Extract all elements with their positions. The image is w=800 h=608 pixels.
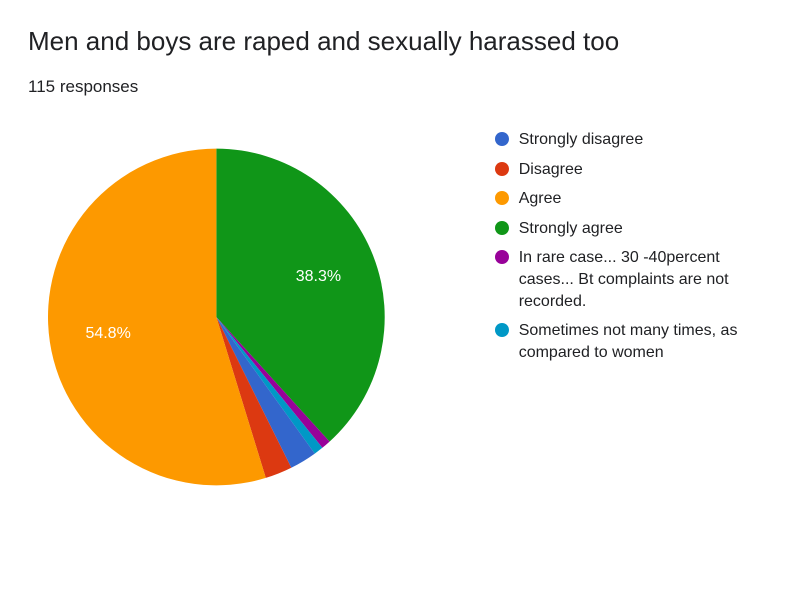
pie-chart: 38.3% 54.8%: [48, 147, 385, 487]
legend-item: Strongly agree: [495, 218, 772, 240]
legend-swatch: [495, 132, 509, 146]
legend-label: Strongly agree: [519, 218, 772, 240]
chart-title: Men and boys are raped and sexually hara…: [28, 24, 668, 59]
legend-label: Strongly disagree: [519, 129, 772, 151]
slice-percent-label: 38.3%: [296, 268, 341, 286]
legend-label: Sometimes not many times, as compared to…: [519, 320, 772, 363]
legend-swatch: [495, 191, 509, 205]
legend-label: In rare case... 30 -40percent cases... B…: [519, 247, 772, 312]
response-count: 115 responses: [28, 77, 772, 97]
legend-swatch: [495, 323, 509, 337]
slice-percent-label: 54.8%: [85, 325, 130, 343]
chart-container: Men and boys are raped and sexually hara…: [0, 0, 800, 608]
legend-label: Disagree: [519, 159, 772, 181]
legend-swatch: [495, 162, 509, 176]
legend-label: Agree: [519, 188, 772, 210]
chart-row: 38.3%54.8% Strongly disagreeDisagreeAgre…: [28, 137, 772, 487]
legend-item: Agree: [495, 188, 772, 210]
pie-svg: [48, 147, 385, 487]
legend-swatch: [495, 250, 509, 264]
legend-item: Strongly disagree: [495, 129, 772, 151]
legend: Strongly disagree Disagree Agree Strongly a…: [495, 129, 772, 371]
legend-item: Disagree: [495, 159, 772, 181]
legend-swatch: [495, 221, 509, 235]
legend-item: In rare case... 30 -40percent cases... B…: [495, 247, 772, 312]
legend-item: Sometimes not many times, as compared to…: [495, 320, 772, 363]
